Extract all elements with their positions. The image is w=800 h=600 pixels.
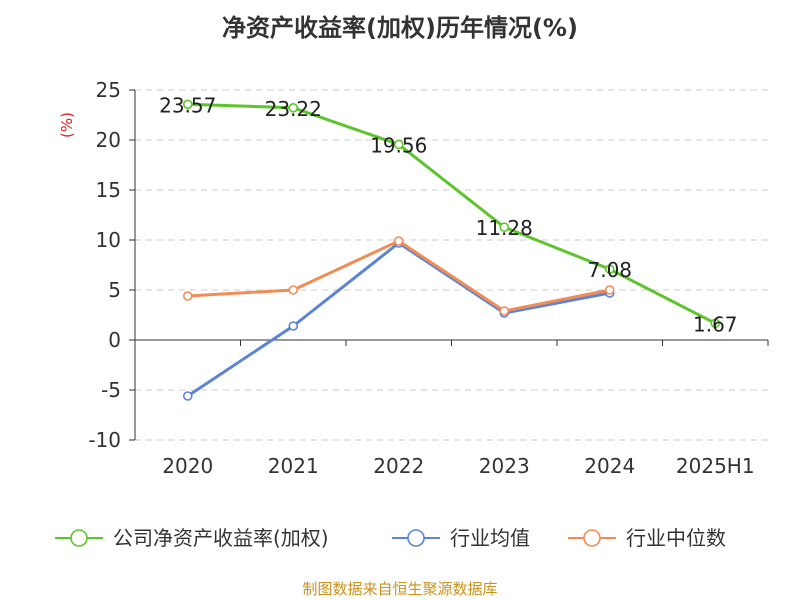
source-note: 制图数据来自恒生聚源数据库 — [302, 580, 498, 598]
legend-label: 行业均值 — [450, 526, 530, 550]
data-point — [288, 285, 299, 295]
axes: 25 20 15 10 5 0 -5 -10 2020 2021 2022 2023 2024 2025H… — [88, 78, 769, 478]
series-line — [187, 239, 611, 313]
data-point — [710, 318, 721, 329]
y-tick-label: 15 — [96, 178, 121, 202]
x-tick-label: 2025H1 — [676, 454, 755, 478]
x-tick-label: 2024 — [584, 454, 635, 478]
legend-marker — [407, 529, 425, 547]
data-point — [182, 391, 193, 401]
data-point — [499, 222, 510, 232]
legend-marker — [583, 529, 601, 547]
y-tick-label: 10 — [96, 228, 121, 252]
y-tick-label: 20 — [96, 128, 121, 152]
legend-marker — [70, 529, 88, 547]
y-tick-label: 5 — [108, 278, 121, 302]
y-tick-label: 0 — [108, 328, 121, 352]
x-tick-label: 2020 — [162, 454, 213, 478]
x-tick-label: 2023 — [479, 454, 530, 478]
y-tick-label: -10 — [88, 428, 121, 452]
data-point — [393, 236, 404, 246]
data-point — [604, 264, 615, 275]
data-label: 23.57 — [159, 93, 216, 117]
legend-label: 公司净资产收益率(加权) — [113, 526, 329, 550]
series-line — [187, 102, 716, 325]
grid-lines — [135, 89, 768, 441]
data-point — [393, 139, 404, 150]
x-tick-label: 2022 — [373, 454, 424, 478]
x-tick-label: 2021 — [268, 454, 319, 478]
legend: 公司净资产收益率(加权) 行业均值 行业中位数 — [55, 526, 726, 550]
data-point — [182, 291, 193, 301]
data-point — [499, 306, 510, 316]
data-label: 11.28 — [476, 216, 533, 240]
data-point — [604, 285, 615, 295]
data-label: 19.56 — [370, 133, 427, 157]
data-point — [288, 321, 299, 331]
y-axis-label: (%) — [58, 112, 76, 138]
data-point — [288, 103, 299, 113]
data-label: 23.22 — [265, 97, 322, 121]
data-label: 7.08 — [587, 258, 632, 282]
legend-label: 行业中位数 — [626, 526, 726, 550]
series-group — [182, 99, 721, 401]
data-label: 1.67 — [693, 312, 738, 336]
series-line — [186, 241, 611, 398]
data-point — [182, 99, 193, 110]
data-labels: 23.57 23.22 19.56 11.28 7.08 1.67 — [159, 93, 737, 336]
y-tick-label: 25 — [96, 78, 121, 102]
chart-title: 净资产收益率(加权)历年情况(%) — [222, 14, 578, 42]
y-tick-label: -5 — [101, 378, 121, 402]
